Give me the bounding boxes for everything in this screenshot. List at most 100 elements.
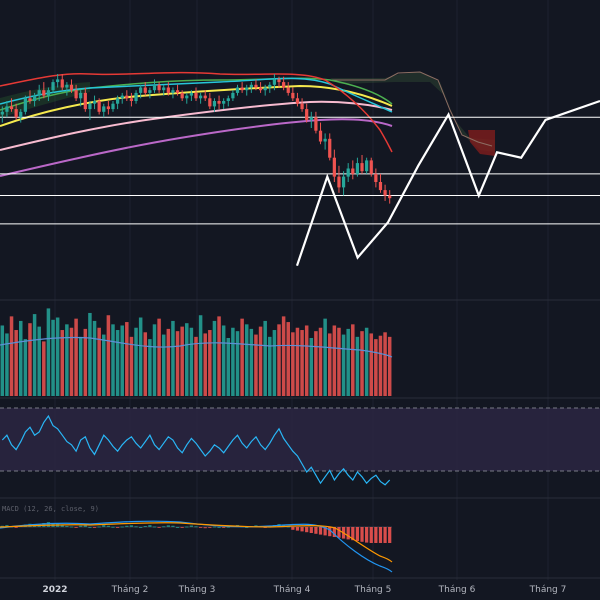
candle — [300, 98, 304, 112]
candle — [291, 87, 295, 101]
candle — [125, 90, 129, 101]
macd-hist-bar — [286, 526, 290, 528]
volume-bar — [157, 318, 161, 396]
volume-bar — [295, 327, 300, 396]
candle — [83, 87, 87, 112]
volume-bar — [32, 314, 37, 396]
candle — [148, 87, 152, 99]
candle — [249, 82, 253, 93]
macd-hist-bar — [346, 527, 350, 540]
volume-bar — [332, 325, 337, 396]
candle — [88, 101, 92, 120]
candle — [120, 92, 124, 104]
macd-hist-bar — [143, 526, 147, 527]
macd-hist-bar — [88, 527, 92, 528]
volume-bar — [263, 320, 267, 396]
time-label-thang-3: Tháng 3 — [178, 585, 216, 595]
macd-hist-bar — [360, 527, 364, 542]
candle — [79, 90, 83, 107]
volume-pane[interactable] — [0, 308, 393, 396]
volume-bar — [194, 336, 198, 396]
candle — [222, 98, 226, 110]
volume-bar — [351, 324, 355, 396]
macd-hist-bar — [328, 527, 332, 537]
volume-bar — [83, 328, 88, 396]
macd-hist-bar — [185, 526, 189, 528]
volume-bar — [78, 336, 83, 396]
candle — [235, 84, 240, 96]
ichimoku-span-line — [330, 71, 493, 147]
rsi-pane[interactable] — [0, 407, 600, 486]
candle — [152, 79, 157, 93]
volume-bar — [74, 318, 78, 396]
candle — [97, 98, 101, 115]
time-axis[interactable]: 2022 Tháng 2 Tháng 3 Tháng 4 Tháng 5 Thá… — [42, 585, 566, 595]
macd-hist-bar — [222, 527, 226, 528]
macd-hist-bar — [337, 527, 341, 538]
macd-hist-bar — [139, 527, 143, 528]
volume-bar — [88, 312, 92, 396]
volume-bar — [171, 320, 175, 396]
candle — [106, 101, 110, 115]
candle — [28, 90, 32, 104]
volume-bar — [369, 333, 373, 396]
macd-pane[interactable]: MACD (12, 26, close, 9) — [0, 505, 393, 573]
volume-bar — [346, 328, 350, 396]
candle — [143, 82, 147, 96]
volume-bar — [281, 316, 286, 396]
candle — [56, 74, 60, 88]
candle — [277, 76, 281, 88]
candle — [19, 109, 23, 123]
macd-hist-bar — [125, 525, 129, 527]
horizontal-levels[interactable] — [0, 116, 600, 225]
candle — [102, 103, 106, 118]
candle — [337, 165, 341, 193]
macd-hist-bar — [74, 527, 78, 528]
volume-bar — [383, 332, 387, 396]
macd-legend[interactable]: MACD (12, 26, close, 9) — [2, 505, 99, 513]
volume-bar — [138, 317, 143, 396]
candle — [37, 84, 41, 101]
macd-hist-bar — [217, 527, 221, 528]
candle — [189, 90, 194, 101]
volume-bar — [198, 315, 203, 396]
candle — [208, 92, 212, 110]
candle — [309, 111, 313, 128]
candle — [0, 106, 4, 123]
projection-zigzag[interactable] — [295, 99, 600, 267]
volume-bar — [337, 327, 341, 396]
volume-bar — [180, 326, 184, 396]
macd-hist-bar — [291, 527, 295, 530]
candle — [351, 160, 355, 180]
volume-bar — [166, 328, 171, 396]
candle — [194, 87, 198, 101]
volume-bar — [304, 325, 309, 396]
price-pane[interactable] — [0, 71, 600, 267]
volume-bar — [323, 318, 327, 396]
candle — [328, 133, 332, 161]
macd-hist-bar — [198, 527, 203, 528]
macd-hist-bar — [314, 527, 318, 534]
volume-bar — [235, 331, 240, 396]
macd-hist-bar — [208, 527, 212, 528]
candle — [318, 122, 323, 145]
candle — [245, 84, 249, 96]
time-label-2022: 2022 — [42, 585, 67, 595]
ma-teal — [0, 77, 393, 113]
volume-bar — [46, 308, 51, 396]
volume-bar — [291, 332, 295, 396]
candle — [226, 95, 230, 107]
pane-separators[interactable] — [0, 299, 600, 579]
ma-green — [0, 77, 393, 111]
volume-bar — [378, 335, 383, 396]
candle — [60, 74, 64, 91]
macd-hist-bar — [171, 525, 175, 527]
candle — [111, 101, 115, 112]
volume-bar — [244, 324, 249, 396]
volume-bar — [97, 327, 101, 396]
volume-bar — [387, 336, 392, 396]
candle — [180, 90, 184, 101]
macd-hist-bar — [166, 525, 170, 527]
candle — [198, 92, 203, 104]
